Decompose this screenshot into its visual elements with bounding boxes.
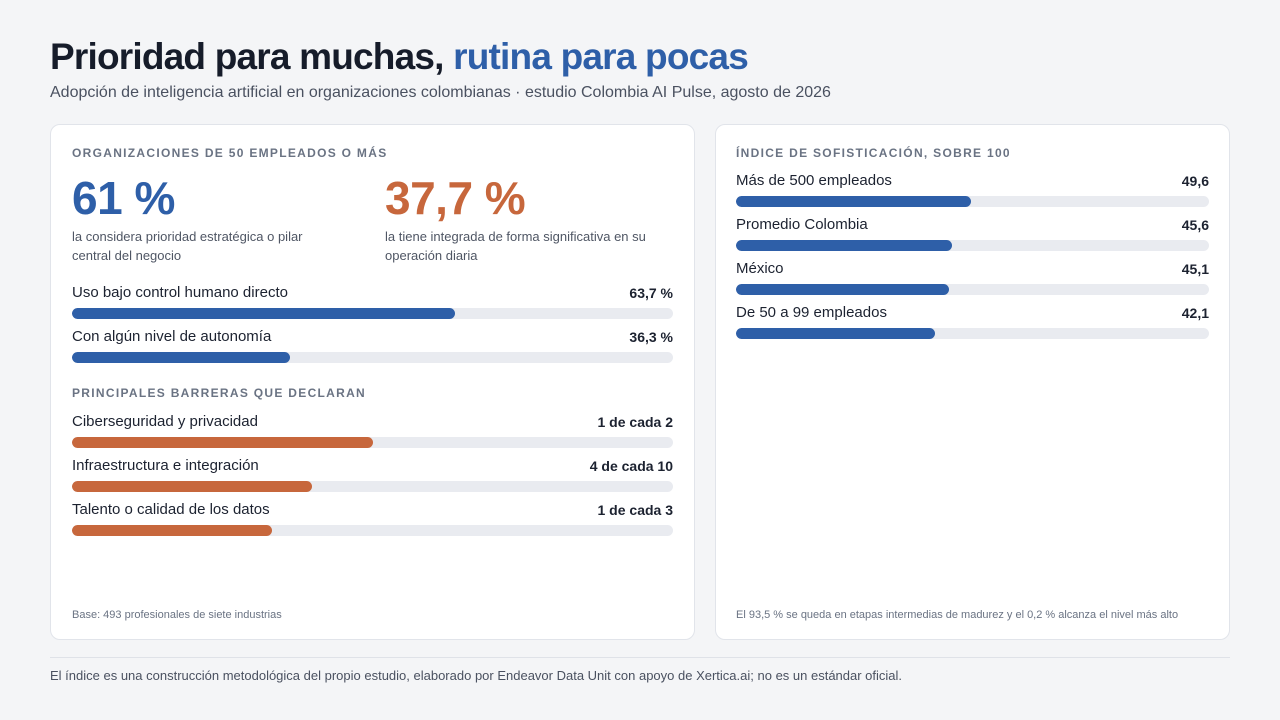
barrier-bar [72, 481, 313, 492]
barrier-value-label: 1 de cada 3 [597, 502, 674, 518]
stat-integrated-desc-line2: operación diaria [385, 248, 478, 263]
sophistication-value-label: 49,6 [1181, 173, 1209, 189]
sophistication-label: Promedio Colombia [736, 216, 868, 233]
barrier-track [72, 481, 673, 492]
sophistication-value-label: 42,1 [1181, 305, 1209, 321]
control-label: Uso bajo control humano directo [72, 284, 288, 301]
page-title: Prioridad para muchas, rutina para pocas [50, 36, 749, 78]
control-label: Con algún nivel de autonomía [72, 328, 272, 345]
footer-divider [50, 657, 1230, 658]
sophistication-track [736, 196, 1209, 207]
barrier-value-label: 4 de cada 10 [589, 458, 673, 474]
stat-priority-value: 61 % [72, 172, 175, 224]
stat-priority-desc-line2: central del negocio [72, 248, 182, 263]
stat-priority: 61 % la considera prioridad estratégica … [72, 173, 303, 265]
barrier-label: Ciberseguridad y privacidad [72, 413, 258, 430]
sophistication-label: De 50 a 99 empleados [736, 304, 887, 321]
left-card-footnote: Base: 493 profesionales de siete industr… [72, 609, 282, 621]
sophistication-row: México 45,1 [736, 260, 1209, 300]
control-row: Uso bajo control humano directo 63,7 % [72, 284, 673, 324]
barrier-row: Talento o calidad de los datos 1 de cada … [72, 501, 673, 541]
control-bar [72, 308, 455, 319]
barrier-track [72, 437, 673, 448]
page-footer-note: El índice es una construcción metodológi… [50, 668, 903, 683]
sophistication-value-label: 45,1 [1181, 261, 1209, 277]
sophistication-track [736, 240, 1209, 251]
sophistication-value-label: 45,6 [1181, 217, 1209, 233]
sophistication-bar [736, 240, 952, 251]
barrier-row: Infraestructura e integración 4 de cada 1… [72, 457, 673, 497]
sophistication-row: Más de 500 empleados 49,6 [736, 172, 1209, 212]
organizations-card: ORGANIZACIONES DE 50 EMPLEADOS O MÁS 61 … [50, 124, 695, 640]
control-track [72, 352, 673, 363]
page-subtitle: Adopción de inteligencia artificial en o… [50, 84, 831, 101]
right-card-footnote: El 93,5 % se queda en etapas intermedias… [736, 609, 1179, 621]
sophistication-heading: ÍNDICE DE SOFISTICACIÓN, SOBRE 100 [736, 146, 1011, 160]
barriers-heading: PRINCIPALES BARRERAS QUE DECLARAN [72, 386, 367, 400]
barrier-label: Talento o calidad de los datos [72, 501, 270, 518]
barrier-row: Ciberseguridad y privacidad 1 de cada 2 [72, 413, 673, 453]
control-bar [72, 352, 291, 363]
sophistication-row: De 50 a 99 empleados 42,1 [736, 304, 1209, 344]
stat-integrated-desc-line1: la tiene integrada de forma significativ… [385, 229, 646, 244]
control-value-label: 63,7 % [629, 285, 673, 301]
title-main: Prioridad para muchas, [50, 36, 444, 77]
barrier-track [72, 525, 673, 536]
organizations-heading: ORGANIZACIONES DE 50 EMPLEADOS O MÁS [72, 146, 388, 160]
sophistication-bar [736, 284, 950, 295]
title-accent: rutina para pocas [453, 36, 749, 77]
sophistication-row: Promedio Colombia 45,6 [736, 216, 1209, 256]
barrier-bar [72, 525, 273, 536]
stat-integrated: 37,7 % la tiene integrada de forma signi… [385, 173, 646, 265]
sophistication-bar [736, 196, 971, 207]
barrier-label: Infraestructura e integración [72, 457, 259, 474]
stat-priority-description: la considera prioridad estratégica o pil… [72, 227, 303, 265]
stat-integrated-value: 37,7 % [385, 172, 526, 224]
sophistication-bar [736, 328, 936, 339]
control-value-label: 36,3 % [629, 329, 673, 345]
stat-integrated-description: la tiene integrada de forma significativ… [385, 227, 646, 265]
control-row: Con algún nivel de autonomía 36,3 % [72, 328, 673, 368]
stat-priority-desc-line1: la considera prioridad estratégica o pil… [72, 229, 303, 244]
sophistication-track [736, 328, 1209, 339]
barrier-bar [72, 437, 373, 448]
sophistication-card: ÍNDICE DE SOFISTICACIÓN, SOBRE 100 Más d… [715, 124, 1230, 640]
sophistication-track [736, 284, 1209, 295]
barrier-value-label: 1 de cada 2 [597, 414, 674, 430]
sophistication-label: Más de 500 empleados [736, 172, 892, 189]
sophistication-label: México [736, 260, 784, 277]
control-track [72, 308, 673, 319]
